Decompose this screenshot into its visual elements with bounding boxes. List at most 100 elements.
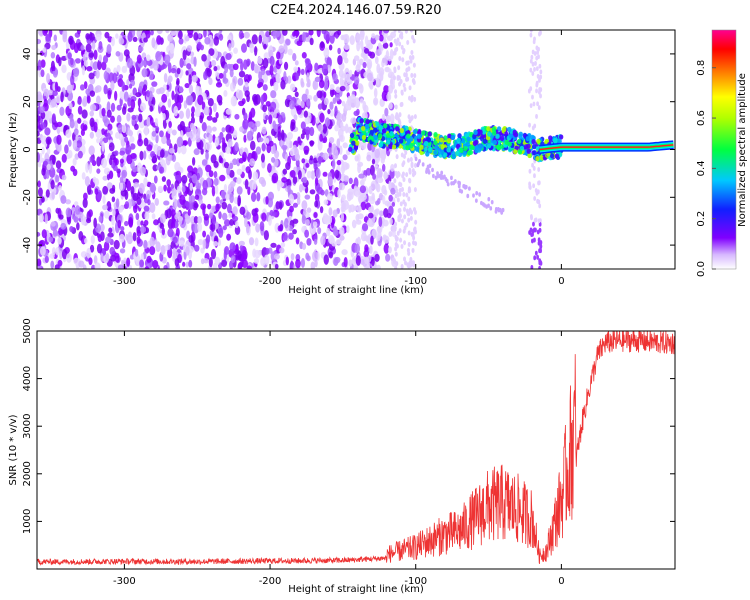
heatmap-cell (129, 135, 135, 143)
heatmap-cell (236, 168, 243, 176)
heatmap-cell (169, 153, 173, 162)
heatmap-cell (384, 107, 389, 117)
heatmap-cell (322, 171, 328, 177)
heatmap-cell (70, 57, 74, 66)
heatmap-cell (206, 68, 212, 77)
heatmap-cell (57, 237, 62, 245)
heatmap-cell (265, 70, 272, 76)
heatmap-cell (110, 102, 116, 112)
heatmap-cell (399, 127, 405, 134)
heatmap-cell (173, 105, 179, 117)
heatmap-cell (374, 34, 380, 41)
heatmap-cell (295, 237, 300, 245)
heatmap-cell (359, 98, 364, 104)
heatmap-cell (218, 155, 223, 164)
heatmap-cell (60, 222, 67, 230)
heatmap-cell (276, 51, 281, 60)
heatmap-cell (141, 68, 148, 78)
heatmap-cell (255, 120, 261, 127)
heatmap-cell (101, 61, 107, 71)
heatmap-cell (279, 223, 284, 232)
heatmap-cell (407, 251, 411, 257)
heatmap-cell (86, 66, 93, 72)
heatmap-cell (389, 130, 394, 137)
heatmap-cell (256, 192, 261, 202)
heatmap-cell (532, 150, 537, 156)
heatmap-cell (463, 145, 468, 152)
heatmap-cell (126, 234, 133, 245)
heatmap-cell (388, 231, 393, 237)
signal-trace (348, 115, 674, 163)
heatmap-cell (238, 70, 246, 78)
heatmap-cell (329, 33, 335, 44)
heatmap-cell (288, 225, 293, 232)
heatmap-cell (218, 33, 224, 41)
heatmap-cell (179, 57, 184, 69)
heatmap-cell (366, 62, 372, 70)
heatmap-cell (37, 131, 40, 137)
heatmap-cell (419, 144, 424, 150)
heatmap-cell (474, 198, 478, 203)
heatmap-cell (295, 159, 300, 168)
snr-xtick-label: 0 (558, 576, 564, 587)
heatmap-cell (80, 251, 88, 258)
heatmap-cell (37, 231, 41, 237)
heatmap-cell (486, 143, 492, 149)
heatmap-cell (313, 211, 318, 218)
heatmap-cell (197, 222, 203, 232)
heatmap-cell (143, 125, 149, 136)
heatmap-cell (94, 188, 99, 195)
heatmap-cell (393, 66, 397, 72)
heatmap-cell (37, 38, 42, 45)
heatmap-cell (177, 30, 183, 40)
heatmap-cell (51, 191, 55, 200)
heatmap-cell (128, 130, 133, 137)
heatmap-cell (309, 126, 315, 137)
heatmap-cell (136, 30, 142, 38)
heatmap-cell (396, 171, 400, 177)
heatmap-cell (418, 158, 421, 164)
heatmap-cell (402, 228, 406, 234)
heatmap-cell (446, 137, 452, 144)
heatmap-cell (208, 48, 215, 56)
heatmap-cell (37, 258, 42, 267)
heatmap-cell (534, 227, 537, 233)
heatmap-cell (254, 65, 261, 74)
heatmap-cell (399, 237, 403, 243)
heatmap-cell (373, 134, 378, 141)
heatmap-cell (338, 229, 344, 235)
heatmap-cell (315, 117, 321, 124)
heatmap-cell (46, 147, 51, 155)
heatmap-cell (287, 48, 293, 56)
heatmap-cell (163, 265, 168, 269)
heatmap-cell (338, 182, 346, 191)
heatmap-cell (400, 243, 404, 249)
heatmap-cell (185, 246, 190, 256)
heatmap-cell (388, 246, 392, 254)
heatmap-cell (266, 143, 272, 154)
heatmap-cell (254, 249, 261, 259)
heatmap-cell (394, 104, 398, 110)
heatmap-cell (281, 176, 288, 183)
heatmap-cell (103, 84, 108, 95)
heatmap-cell (105, 236, 112, 244)
heatmap-cell (477, 143, 483, 149)
heatmap-cell (245, 223, 250, 234)
heatmap-cell (117, 170, 121, 178)
heatmap-cell (536, 49, 539, 55)
heatmap-cell (537, 237, 541, 243)
heatmap-cell (205, 234, 211, 244)
heatmap-cell (413, 96, 417, 102)
heatmap-cell (353, 264, 359, 269)
heatmap-cell (128, 231, 133, 238)
heatmap-cell (257, 56, 263, 65)
heatmap-cell (243, 31, 250, 39)
heatmap-cell (113, 239, 120, 250)
heatmap-cell (159, 149, 165, 158)
heatmap-cell (96, 243, 103, 254)
heatmap-cell (51, 113, 56, 123)
heatmap-cell (136, 54, 142, 64)
heatmap-cell (376, 77, 380, 86)
snr-ytick-label: 3000 (22, 413, 33, 438)
heatmap-cell (407, 66, 411, 72)
